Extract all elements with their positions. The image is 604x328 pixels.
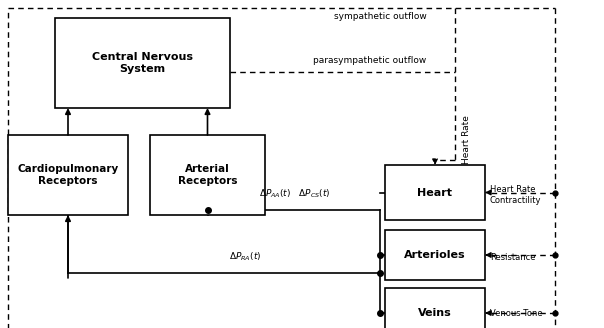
Bar (385, 165, 485, 220)
Text: Venous Tone: Venous Tone (490, 309, 542, 318)
Text: Cardiopulmonary
Receptors: Cardiopulmonary Receptors (18, 164, 118, 186)
Text: $\Delta P_{RA}(t)$: $\Delta P_{RA}(t)$ (229, 251, 261, 263)
Text: Heart Rate
Contractility: Heart Rate Contractility (490, 185, 542, 205)
Text: parasympathetic outflow: parasympathetic outflow (313, 56, 426, 65)
Text: Resistance: Resistance (490, 253, 536, 261)
Bar (385, 230, 485, 280)
Bar (55, 18, 230, 108)
Bar (150, 135, 265, 215)
Text: Central Nervous
System: Central Nervous System (92, 52, 193, 74)
Text: Heart Rate: Heart Rate (462, 115, 471, 164)
Text: sympathetic outflow: sympathetic outflow (333, 12, 426, 21)
Text: Arterioles: Arterioles (404, 250, 466, 260)
Text: Veins: Veins (418, 308, 452, 318)
Text: Heart: Heart (417, 188, 452, 197)
Bar (8, 135, 128, 215)
Text: $\Delta P_{AA}(t)$   $\Delta P_{CS}(t)$: $\Delta P_{AA}(t)$ $\Delta P_{CS}(t)$ (259, 188, 331, 200)
Text: Arterial
Receptors: Arterial Receptors (178, 164, 237, 186)
Bar (385, 288, 485, 328)
